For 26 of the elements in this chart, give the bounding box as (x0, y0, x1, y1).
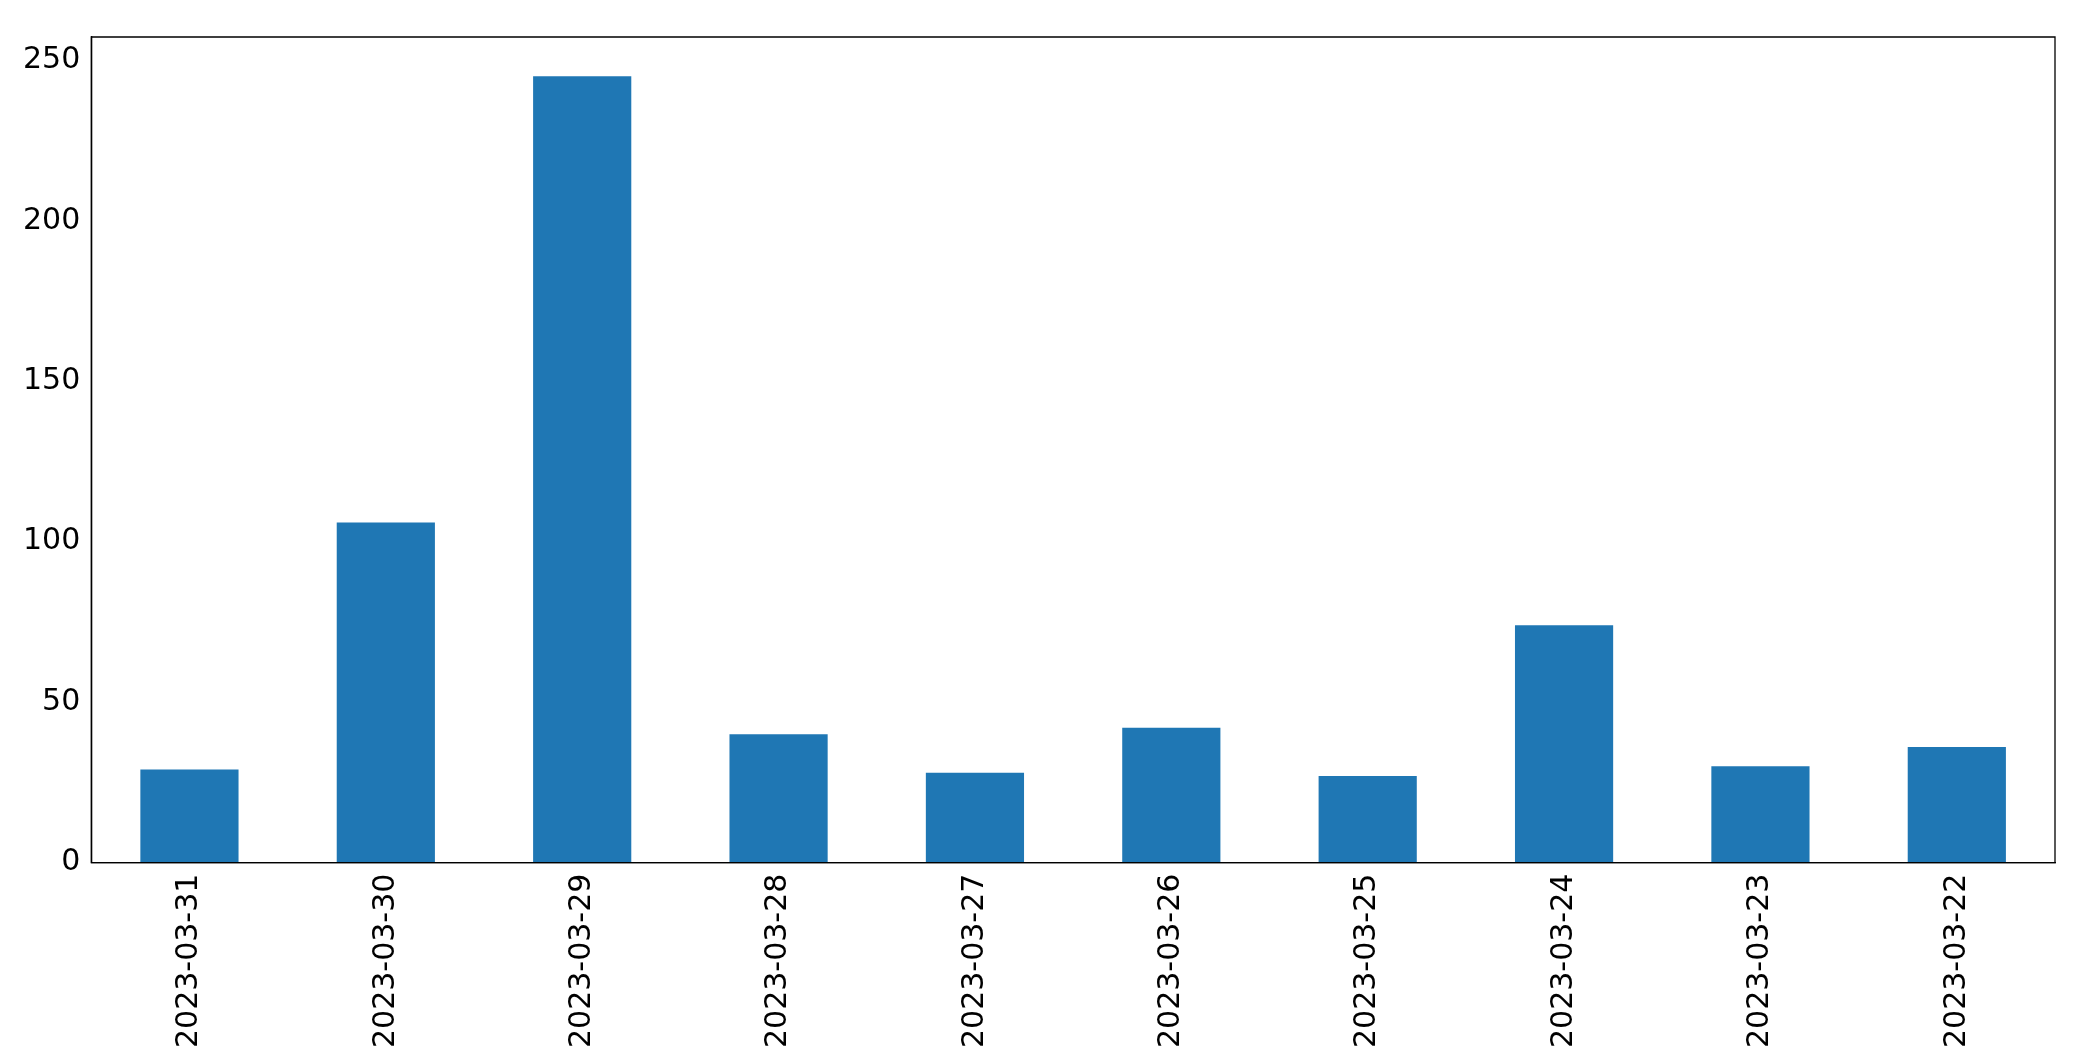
bar (925, 772, 1025, 863)
y-tick-label: 250 (23, 40, 81, 76)
bar (1907, 747, 2006, 863)
x-tick-label: 2023-03-31 (169, 873, 205, 1049)
y-tick-label: 0 (61, 842, 81, 878)
y-tick-label: 100 (23, 521, 81, 557)
bar (336, 522, 435, 863)
bar (533, 76, 632, 863)
x-tick-label: 2023-03-24 (1543, 873, 1579, 1049)
x-tick-label: 2023-03-29 (561, 873, 597, 1049)
x-tick-label: 2023-03-27 (954, 873, 990, 1049)
x-tick-label: 2023-03-30 (365, 873, 401, 1049)
x-tick-label: 2023-03-25 (1347, 873, 1383, 1049)
x-tick-label: 2023-03-26 (1151, 873, 1187, 1049)
bar (729, 734, 828, 863)
y-tick-label: 50 (42, 681, 81, 717)
bar (1711, 766, 1810, 863)
x-tick-label: 2023-03-28 (758, 873, 794, 1049)
x-tick-label: 2023-03-22 (1936, 873, 1972, 1049)
bar (1514, 625, 1614, 863)
bar (140, 769, 239, 863)
bar (1122, 727, 1221, 863)
y-tick-label: 150 (23, 361, 81, 397)
x-tick-label: 2023-03-23 (1740, 873, 1776, 1049)
bar (1318, 776, 1417, 863)
y-tick-label: 200 (23, 200, 81, 236)
